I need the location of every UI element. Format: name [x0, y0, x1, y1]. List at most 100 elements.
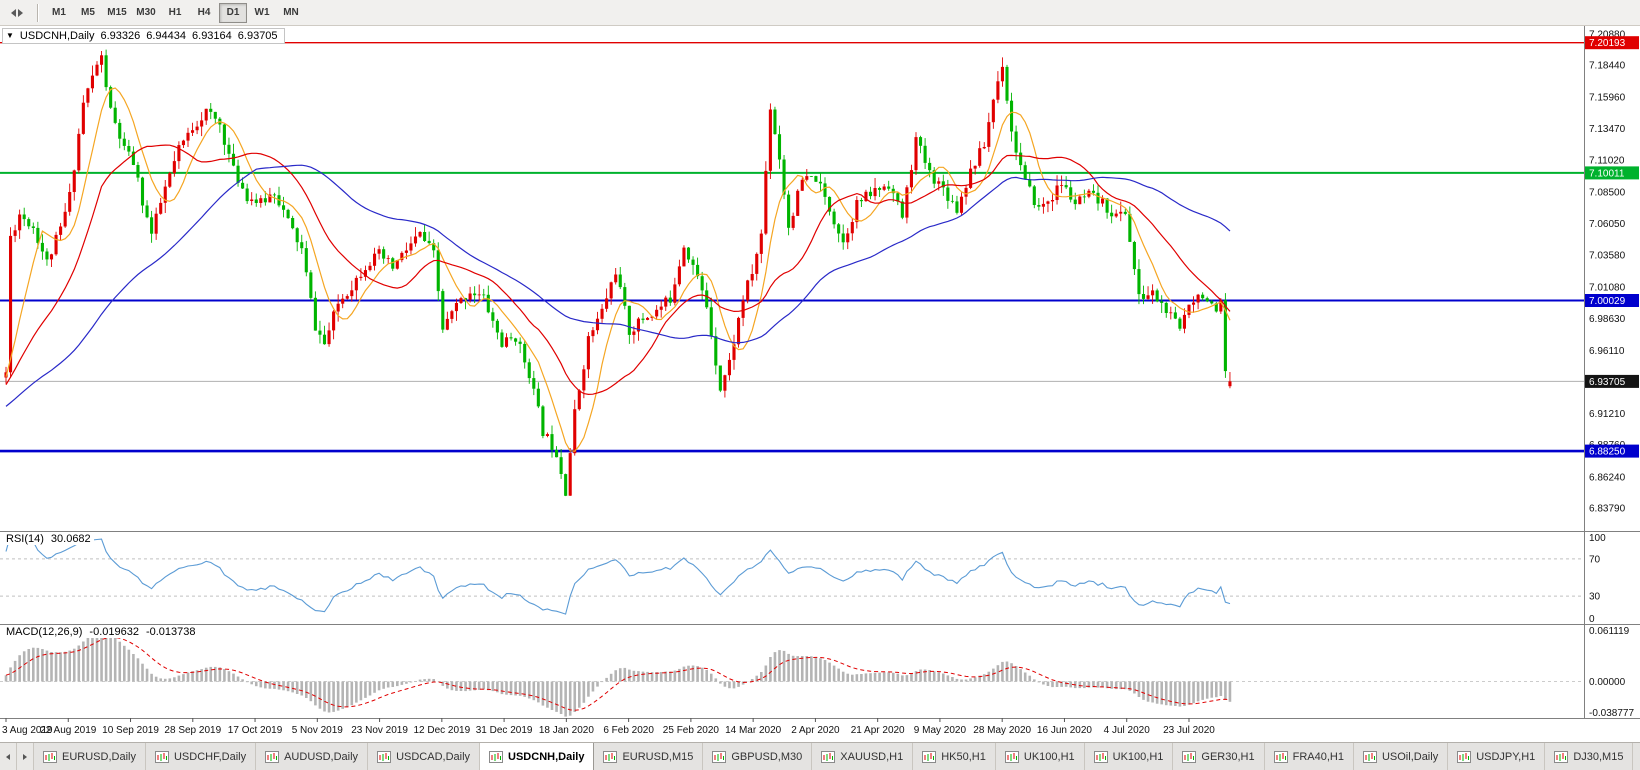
- timeframe-button-h1[interactable]: H1: [161, 3, 189, 23]
- ohlc-close-value: 6.93705: [237, 30, 278, 42]
- tab-usdcnh-daily[interactable]: USDCNH,Daily: [480, 743, 595, 770]
- tab-china300-h4[interactable]: CHINA300,H4: [1633, 743, 1640, 770]
- svg-text:6.96110: 6.96110: [1589, 346, 1625, 357]
- tab-usdcad-daily[interactable]: USDCAD,Daily: [368, 743, 481, 770]
- tab-label: GBPUSD,M30: [731, 750, 803, 763]
- ma-8-line: [5, 87, 1231, 452]
- svg-text:31 Dec 2019: 31 Dec 2019: [476, 725, 533, 736]
- svg-text:6.91210: 6.91210: [1589, 409, 1626, 420]
- tab-eurusd-daily[interactable]: EURUSD,Daily: [34, 743, 146, 770]
- svg-text:17 Oct 2019: 17 Oct 2019: [228, 725, 283, 736]
- tab-label: XAUUSD,H1: [840, 750, 904, 763]
- rsi-indicator-label: RSI(14) 30.0682: [3, 533, 94, 545]
- tab-label: HK50,H1: [941, 750, 986, 763]
- chart-tab-icon: [1093, 750, 1108, 763]
- svg-text:30: 30: [1589, 592, 1601, 603]
- chart-canvas[interactable]: 7.20880 7.18440 7.15960 7.13470 7.11020 7.085…: [0, 26, 1640, 742]
- svg-text:9 May 2020: 9 May 2020: [914, 725, 967, 736]
- chart-tabs: EURUSD,Daily USDCHF,Daily AUDUSD,Daily USDC…: [34, 743, 1640, 770]
- svg-text:7.06050: 7.06050: [1589, 219, 1626, 230]
- chart-tab-icon: [603, 750, 618, 763]
- tab-scroll-left-button[interactable]: [0, 743, 17, 770]
- svg-text:6.83790: 6.83790: [1589, 504, 1626, 515]
- tab-audusd-daily[interactable]: AUDUSD,Daily: [256, 743, 369, 770]
- svg-text:22 Aug 2019: 22 Aug 2019: [40, 725, 97, 736]
- timeframe-button-m1[interactable]: M1: [45, 3, 73, 23]
- svg-text:7.11020: 7.11020: [1589, 155, 1625, 166]
- svg-text:6.93705: 6.93705: [1589, 377, 1626, 388]
- tab-uk100-h1[interactable]: UK100,H1: [995, 743, 1085, 770]
- timeframe-button-w1[interactable]: W1: [248, 3, 276, 23]
- svg-text:-0.038777: -0.038777: [1589, 708, 1634, 719]
- ohlc-low-value: 6.93164: [192, 30, 232, 42]
- chart-tab-icon: [43, 750, 57, 763]
- timeframe-button-m15[interactable]: M15: [103, 3, 131, 23]
- chart-tab-icon: [1362, 750, 1377, 763]
- svg-text:10 Sep 2019: 10 Sep 2019: [102, 725, 159, 736]
- tab-label: DJ30,M15: [1573, 750, 1624, 763]
- tab-label: EURUSD,M15: [622, 750, 694, 763]
- tab-xauusd-h1[interactable]: XAUUSD,H1: [812, 743, 914, 770]
- tab-label: USDCAD,Daily: [396, 750, 471, 763]
- tab-label: USDCHF,Daily: [173, 750, 247, 763]
- ma-55-line: [5, 164, 1231, 407]
- chart-dropdown-icon[interactable]: ▼: [6, 31, 14, 40]
- svg-text:2 Apr 2020: 2 Apr 2020: [791, 725, 840, 736]
- candlesticks[interactable]: [4, 49, 1232, 497]
- svg-text:23 Jul 2020: 23 Jul 2020: [1163, 725, 1215, 736]
- chart-tab-icon: [489, 750, 504, 763]
- horizontal-level-lines: [0, 42, 1584, 453]
- svg-text:7.15960: 7.15960: [1589, 92, 1626, 103]
- svg-text:7.18440: 7.18440: [1589, 61, 1626, 72]
- timeframe-button-mn[interactable]: MN: [277, 3, 305, 23]
- tab-dj30-m15[interactable]: DJ30,M15: [1545, 743, 1634, 770]
- tab-usoil-daily[interactable]: USOil,Daily: [1353, 743, 1449, 770]
- tab-uk100-h1[interactable]: UK100,H1: [1084, 743, 1174, 770]
- pane-separators: [0, 26, 1640, 719]
- svg-text:70: 70: [1589, 554, 1601, 565]
- price-axis[interactable]: 7.20880 7.18440 7.15960 7.13470 7.11020 7.085…: [1589, 29, 1634, 719]
- chart-tab-icon: [154, 750, 169, 763]
- tab-ger30-h1[interactable]: GER30,H1: [1173, 743, 1265, 770]
- tab-eurusd-m15[interactable]: EURUSD,M15: [594, 743, 704, 770]
- svg-text:7.10011: 7.10011: [1589, 168, 1625, 179]
- tab-label: AUDUSD,Daily: [284, 750, 359, 763]
- timeframe-button-h4[interactable]: H4: [190, 3, 218, 23]
- svg-text:7.20880: 7.20880: [1589, 29, 1626, 40]
- macd-signal-value: -0.013738: [145, 626, 196, 638]
- svg-text:5 Nov 2019: 5 Nov 2019: [292, 725, 344, 736]
- macd-main-value: -0.019632: [89, 626, 139, 638]
- timeframe-button-d1[interactable]: D1: [219, 2, 247, 23]
- tab-fra40-h1[interactable]: FRA40,H1: [1264, 743, 1354, 770]
- tab-usdjpy-h1[interactable]: USDJPY,H1: [1448, 743, 1546, 770]
- chart-tab-icon: [922, 750, 937, 763]
- chart-title-box: ▼ USDCNH,Daily 6.93326 6.94434 6.93164 6…: [2, 28, 285, 44]
- chart-shift-button[interactable]: [4, 3, 30, 23]
- ma-21-line: [5, 144, 1231, 396]
- toolbar-divider: [37, 3, 38, 22]
- tab-scroll-right-button[interactable]: [17, 743, 34, 770]
- chart-tab-icon: [1273, 750, 1288, 763]
- svg-text:18 Jan 2020: 18 Jan 2020: [539, 725, 594, 736]
- chart-tab-icon: [1004, 750, 1019, 763]
- macd-indicator-label: MACD(12,26,9) -0.019632 -0.013738: [3, 626, 199, 638]
- tab-gbpusd-m30[interactable]: GBPUSD,M30: [703, 743, 813, 770]
- tab-usdchf-daily[interactable]: USDCHF,Daily: [145, 743, 257, 770]
- svg-text:0.00000: 0.00000: [1589, 677, 1626, 688]
- chart-tab-icon: [712, 750, 727, 763]
- tab-hk50-h1[interactable]: HK50,H1: [913, 743, 996, 770]
- chart-tab-icon: [265, 750, 280, 763]
- timeframe-button-m30[interactable]: M30: [132, 3, 160, 23]
- tab-label: EURUSD,Daily: [62, 750, 136, 763]
- svg-text:6.98630: 6.98630: [1589, 314, 1626, 325]
- svg-text:7.20193: 7.20193: [1589, 38, 1626, 49]
- timeframe-button-m5[interactable]: M5: [74, 3, 102, 23]
- svg-text:28 May 2020: 28 May 2020: [973, 725, 1031, 736]
- price-badges: 7.20193 7.10011 7.00029 6.88250 6.93705: [1585, 36, 1639, 458]
- ohlc-high-value: 6.94434: [146, 30, 187, 42]
- tab-label: USDJPY,H1: [1476, 750, 1536, 763]
- tab-label: FRA40,H1: [1292, 750, 1344, 763]
- svg-text:0.061119: 0.061119: [1589, 626, 1630, 637]
